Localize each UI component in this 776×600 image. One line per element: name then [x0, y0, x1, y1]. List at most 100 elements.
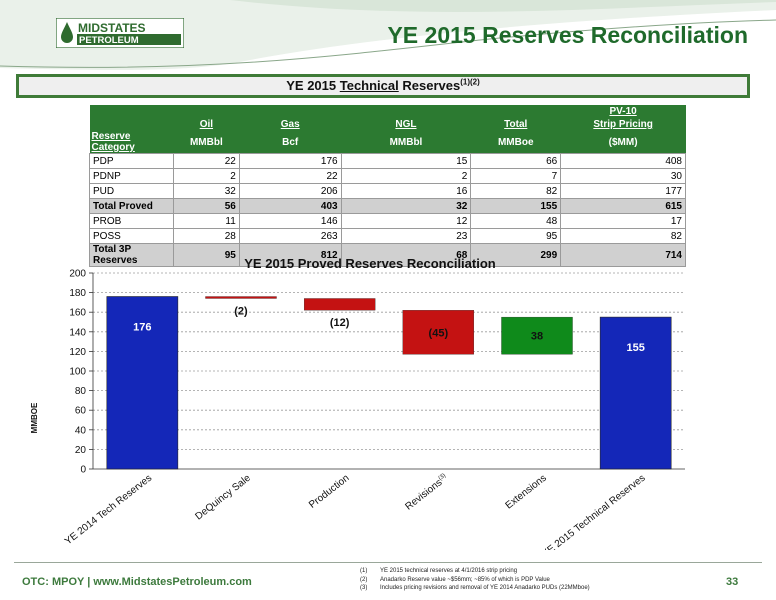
cell-category: PUD — [89, 183, 174, 199]
cell-category: PDNP — [89, 168, 174, 184]
reserves-waterfall-chart: YE 2015 Proved Reserves Reconciliation M… — [30, 256, 685, 550]
table-row: Total 3P Reserves 95 812 68 299 714 — [89, 243, 686, 267]
bar-value-label: (2) — [234, 305, 248, 317]
cell-category: POSS — [89, 228, 174, 244]
x-axis-labels: YE 2014 Tech Reserves DeQuincy Sale Produc… — [63, 472, 648, 550]
cell-pv10: 17 — [560, 213, 686, 229]
cell-oil: 22 — [172, 153, 240, 169]
y-tick-label: 80 — [75, 386, 87, 397]
table-header-row: Reserve Category MMBbl Bcf MMBbl MMBoe (… — [89, 131, 686, 154]
section-title-underlined: Technical — [339, 78, 399, 93]
footnote: (3) Includes pricing revisions and remova… — [360, 584, 590, 593]
cell-category: PROB — [89, 213, 174, 229]
x-category-label: DeQuincy Sale — [194, 472, 254, 522]
footnote-text: Anadarko Reserve value ~$56mm; ~85% of w… — [380, 576, 550, 583]
logo-text-bottom: PETROLEUM — [79, 35, 139, 46]
bar-value-label: 38 — [531, 331, 543, 343]
table-header-row: PV-10 — [89, 105, 686, 118]
cell-category: Total 3P Reserves — [89, 243, 174, 267]
x-category-label: Extensions — [504, 473, 549, 512]
footnote: (1) YE 2015 technical reserves at 4/1/201… — [360, 567, 590, 576]
table-body: PDP 22 176 15 66 408 PDNP 2 22 2 7 30 PUD 32 206 16 82 17… — [89, 153, 686, 267]
header-strip-pricing: Strip Pricing — [593, 119, 653, 130]
slide-title: YE 2015 Reserves Reconciliation — [387, 22, 748, 48]
y-axis-label: MMBOE — [30, 402, 39, 433]
chart-data-labels: 176 (2) (12) (45) 38 155 — [133, 305, 645, 354]
header-swoosh — [0, 0, 776, 70]
bar-decrease — [303, 298, 376, 311]
cell-pv10: 714 — [560, 243, 686, 267]
cell-gas: 22 — [238, 168, 342, 184]
x-category-text: YE 2015 Technical Reserves — [540, 473, 647, 550]
table-row: PROB 11 146 12 48 17 — [89, 213, 686, 229]
cell-total: 82 — [470, 183, 562, 199]
cell-oil: 28 — [172, 228, 240, 244]
y-axis-ticks: 0 20 40 60 80 100 120 140 160 180 200 — [69, 269, 685, 476]
cell-ngl: 32 — [340, 198, 472, 214]
cell-gas: 176 — [238, 153, 342, 169]
company-logo: MIDSTATES PETROLEUM — [56, 18, 184, 48]
chart-title: YE 2015 Proved Reserves Reconciliation — [244, 256, 496, 271]
section-title-box: YE 2015 Technical Reserves(1)(2) — [16, 74, 750, 98]
x-category-text: Revisions — [403, 477, 444, 512]
x-category-label: YE 2014 Tech Reserves — [63, 473, 154, 548]
header-gas-unit: Bcf — [239, 131, 342, 154]
header-gas: Gas — [280, 119, 300, 130]
section-title-prefix: YE 2015 — [286, 78, 340, 93]
cell-ngl: 2 — [340, 168, 472, 184]
cell-ngl: 15 — [340, 153, 472, 169]
y-tick-label: 40 — [75, 425, 87, 436]
x-category-label: YE 2015 Technical Reserves — [540, 473, 647, 550]
header-pv10-unit: ($MM) — [560, 131, 686, 154]
bar-decrease — [205, 296, 277, 299]
footnote-text: YE 2015 technical reserves at 4/1/2016 s… — [380, 568, 518, 574]
logo-text-top: MIDSTATES — [78, 21, 146, 35]
bar-value-label: 176 — [133, 322, 151, 334]
header-pv10: PV-10 — [609, 106, 637, 117]
footnote-number: (2) — [360, 576, 368, 583]
footnotes: (1) YE 2015 technical reserves at 4/1/201… — [360, 567, 590, 593]
cell-ngl: 12 — [340, 213, 472, 229]
cell-pv10: 177 — [560, 183, 686, 199]
cell-pv10: 30 — [560, 168, 686, 184]
table-row: PDP 22 176 15 66 408 — [89, 153, 686, 169]
cell-total: 7 — [470, 168, 562, 184]
x-category-label: Production — [307, 473, 351, 511]
y-tick-label: 0 — [80, 465, 86, 476]
footnote-number: (1) — [360, 568, 368, 574]
footer-website[interactable]: OTC: MPOY | www.MidstatesPetroleum.com — [22, 576, 252, 588]
cell-ngl: 68 — [340, 243, 472, 267]
cell-total: 48 — [470, 213, 562, 229]
cell-total: 95 — [470, 228, 562, 244]
table-row: PDNP 2 22 2 7 30 — [89, 168, 686, 184]
cell-ngl: 16 — [340, 183, 472, 199]
bar-increase — [501, 316, 573, 355]
bar-decrease — [402, 310, 475, 355]
cell-gas: 403 — [238, 198, 342, 214]
cell-gas: 812 — [238, 243, 342, 267]
section-title-suffix: Reserves — [398, 78, 461, 93]
header-reserve-category: Reserve Category — [91, 131, 135, 153]
reserves-table: PV-10 Oil Gas NGL Total Strip Pricing Re… — [89, 105, 686, 267]
table-row: Total Proved 56 403 32 155 615 — [89, 198, 686, 214]
header-ngl: NGL — [395, 119, 417, 130]
section-title-footnote-ref: (1)(2) — [460, 77, 480, 87]
chart-gridlines — [93, 272, 685, 450]
table-row: PUD 32 206 16 82 177 — [89, 183, 686, 199]
footer-divider — [14, 562, 762, 563]
cell-total: 155 — [470, 198, 562, 214]
cell-gas: 206 — [238, 183, 342, 199]
header-oil: Oil — [199, 119, 214, 130]
header-total: Total — [504, 119, 528, 130]
cell-total: 66 — [470, 153, 562, 169]
table-header-row: Oil Gas NGL Total Strip Pricing — [89, 118, 686, 131]
bar-value-label: 155 — [626, 342, 644, 354]
cell-gas: 263 — [238, 228, 342, 244]
cell-total: 299 — [470, 243, 562, 267]
cell-oil: 11 — [172, 213, 240, 229]
y-tick-label: 100 — [69, 367, 86, 378]
bar-value-label: (45) — [429, 327, 449, 339]
header-ngl-unit: MMBbl — [341, 131, 471, 154]
footnote-text: Includes pricing revisions and removal o… — [380, 585, 590, 591]
header-total-unit: MMBoe — [470, 131, 561, 154]
